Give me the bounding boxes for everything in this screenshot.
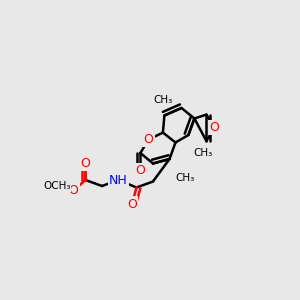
- Text: NH: NH: [109, 173, 128, 187]
- Text: O: O: [127, 197, 137, 211]
- Text: CH₃: CH₃: [194, 148, 213, 158]
- Text: O: O: [69, 184, 78, 197]
- Text: O: O: [136, 164, 145, 177]
- Text: O: O: [81, 157, 90, 170]
- Text: CH₃: CH₃: [154, 94, 173, 105]
- Text: OCH₃: OCH₃: [43, 181, 71, 191]
- Text: O: O: [210, 121, 219, 134]
- Text: CH₃: CH₃: [176, 172, 195, 183]
- Text: O: O: [144, 133, 153, 146]
